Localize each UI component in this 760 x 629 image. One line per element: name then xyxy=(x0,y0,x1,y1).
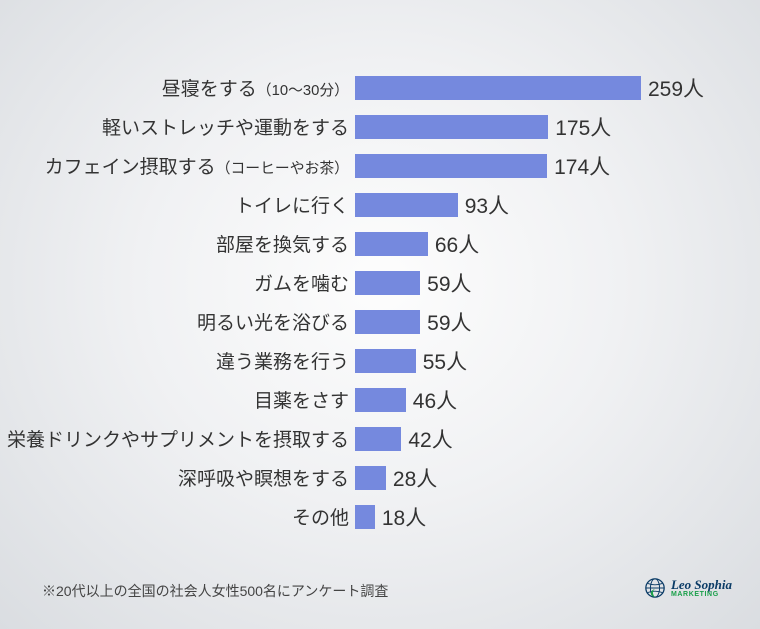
bar-label: 深呼吸や瞑想をする xyxy=(0,464,355,491)
bar-wrap: 175人 xyxy=(355,112,611,142)
bar-label: 昼寝をする（10～30分） xyxy=(0,74,355,101)
bar-value: 28人 xyxy=(393,463,437,493)
brand-logo: Leo Sophia MARKETING xyxy=(644,577,732,599)
bar xyxy=(355,388,406,412)
bar-value: 259人 xyxy=(648,73,704,103)
bar-wrap: 93人 xyxy=(355,190,509,220)
bar-chart: 昼寝をする（10～30分） 259人軽いストレッチや運動をする 175人カフェイン摂… xyxy=(0,68,760,536)
bar-wrap: 46人 xyxy=(355,385,457,415)
chart-row: 深呼吸や瞑想をする 28人 xyxy=(0,458,760,497)
bar-value: 59人 xyxy=(427,307,471,337)
chart-row: 昼寝をする（10～30分） 259人 xyxy=(0,68,760,107)
bar-label: 栄養ドリンクやサプリメントを摂取する xyxy=(0,425,355,452)
bar xyxy=(355,271,420,295)
chart-row: 栄養ドリンクやサプリメントを摂取する 42人 xyxy=(0,419,760,458)
bar-label: トイレに行く xyxy=(0,191,355,218)
logo-sub: MARKETING xyxy=(671,591,732,598)
bar-wrap: 259人 xyxy=(355,73,704,103)
bar-sublabel: （10～30分） xyxy=(257,83,349,99)
bar xyxy=(355,466,386,490)
bar-value: 59人 xyxy=(427,268,471,298)
bar-value: 46人 xyxy=(413,385,457,415)
bar-value: 175人 xyxy=(555,112,611,142)
chart-row: カフェイン摂取する（コーヒーやお茶） 174人 xyxy=(0,146,760,185)
bar-label: 目薬をさす xyxy=(0,386,355,413)
bar-wrap: 55人 xyxy=(355,346,467,376)
bar-label: 軽いストレッチや運動をする xyxy=(0,113,355,140)
bar-sublabel: （コーヒーやお茶） xyxy=(216,161,349,177)
globe-icon xyxy=(644,577,666,599)
bar-label: ガムを噛む xyxy=(0,269,355,296)
bar xyxy=(355,154,547,178)
bar-value: 66人 xyxy=(435,229,479,259)
bar-wrap: 42人 xyxy=(355,424,453,454)
bar-wrap: 18人 xyxy=(355,502,426,532)
bar-label: カフェイン摂取する（コーヒーやお茶） xyxy=(0,152,355,179)
bar xyxy=(355,427,401,451)
chart-row: 部屋を換気する 66人 xyxy=(0,224,760,263)
bar xyxy=(355,505,375,529)
bar-value: 55人 xyxy=(423,346,467,376)
bar xyxy=(355,76,641,100)
bar-label: 部屋を換気する xyxy=(0,230,355,257)
logo-name: Leo Sophia xyxy=(671,578,732,591)
logo-text: Leo Sophia MARKETING xyxy=(671,578,732,598)
bar xyxy=(355,115,548,139)
bar-value: 42人 xyxy=(408,424,452,454)
bar-label: 違う業務を行う xyxy=(0,347,355,374)
bar-value: 174人 xyxy=(554,151,610,181)
chart-row: 違う業務を行う 55人 xyxy=(0,341,760,380)
bar-wrap: 174人 xyxy=(355,151,610,181)
chart-row: 目薬をさす 46人 xyxy=(0,380,760,419)
bar-label: 明るい光を浴びる xyxy=(0,308,355,335)
bar-wrap: 59人 xyxy=(355,268,472,298)
bar-wrap: 66人 xyxy=(355,229,479,259)
bar-value: 93人 xyxy=(465,190,509,220)
bar-wrap: 28人 xyxy=(355,463,437,493)
bar xyxy=(355,193,458,217)
chart-row: その他 18人 xyxy=(0,497,760,536)
footnote: ※20代以上の全国の社会人女性500名にアンケート調査 xyxy=(42,581,388,601)
bar-label: その他 xyxy=(0,503,355,530)
bar-wrap: 59人 xyxy=(355,307,472,337)
chart-row: ガムを噛む 59人 xyxy=(0,263,760,302)
bar-value: 18人 xyxy=(382,502,426,532)
bar xyxy=(355,310,420,334)
bar xyxy=(355,349,416,373)
chart-row: 軽いストレッチや運動をする 175人 xyxy=(0,107,760,146)
chart-row: 明るい光を浴びる 59人 xyxy=(0,302,760,341)
bar xyxy=(355,232,428,256)
chart-row: トイレに行く 93人 xyxy=(0,185,760,224)
